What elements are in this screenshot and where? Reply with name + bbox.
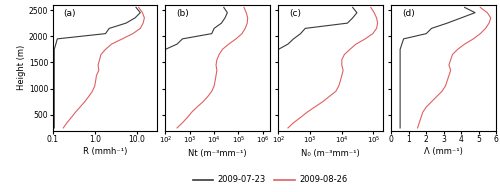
Text: (d): (d) bbox=[402, 9, 414, 18]
Text: (c): (c) bbox=[289, 9, 301, 18]
X-axis label: Nt (m⁻³mm⁻¹): Nt (m⁻³mm⁻¹) bbox=[188, 149, 247, 158]
Text: (b): (b) bbox=[176, 9, 188, 18]
Legend: 2009-07-23, 2009-08-26: 2009-07-23, 2009-08-26 bbox=[189, 172, 351, 188]
X-axis label: Λ (mm⁻¹): Λ (mm⁻¹) bbox=[424, 146, 463, 156]
Y-axis label: Height (m): Height (m) bbox=[17, 45, 26, 90]
Text: (a): (a) bbox=[63, 9, 76, 18]
X-axis label: R (mmh⁻¹): R (mmh⁻¹) bbox=[82, 146, 127, 156]
X-axis label: N₀ (m⁻³mm⁻¹): N₀ (m⁻³mm⁻¹) bbox=[302, 149, 360, 158]
